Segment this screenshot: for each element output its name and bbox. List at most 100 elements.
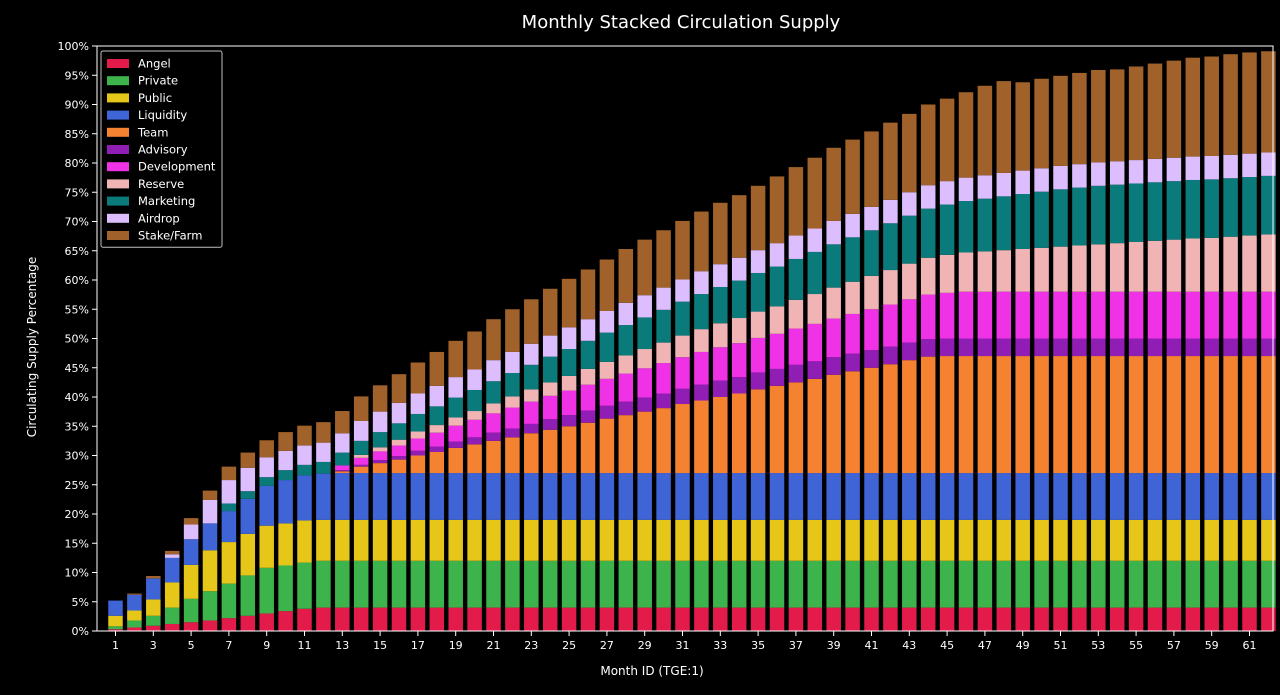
bar-private-month-51 bbox=[1053, 560, 1068, 608]
bar-team-month-13 bbox=[335, 471, 350, 474]
bar-public-month-56 bbox=[1147, 519, 1163, 561]
bar-advisory-month-32 bbox=[694, 384, 709, 401]
bar-team-month-15 bbox=[372, 463, 388, 474]
bar-public-month-43 bbox=[902, 519, 917, 561]
bar-stake-farm-month-60 bbox=[1223, 54, 1238, 155]
bar-reserve-month-26 bbox=[580, 368, 596, 385]
bar-public-month-1 bbox=[108, 615, 123, 627]
bar-advisory-month-25 bbox=[561, 415, 577, 427]
bar-public-month-29 bbox=[637, 519, 652, 561]
bar-team-month-27 bbox=[599, 418, 615, 474]
bar-public-month-16 bbox=[391, 519, 407, 561]
bar-angel-month-2 bbox=[127, 627, 142, 631]
bar-advisory-month-31 bbox=[675, 388, 690, 405]
bar-private-month-35 bbox=[750, 560, 766, 608]
bar-airdrop-month-19 bbox=[448, 377, 463, 398]
legend-label-private: Private bbox=[138, 74, 178, 88]
x-axis: 1 3 5 7 9 11 13 15 17 19 21 23 25 27 29 31 33 35 37 39 41 43 4… bbox=[112, 631, 1257, 652]
bar-reserve-month-52 bbox=[1072, 245, 1087, 292]
bar-angel-month-52 bbox=[1072, 607, 1087, 631]
bar-stake-farm-month-23 bbox=[524, 299, 539, 344]
bar-liquidity-month-25 bbox=[561, 473, 577, 520]
bar-public-month-52 bbox=[1072, 519, 1087, 561]
bar-angel-month-45 bbox=[939, 607, 955, 631]
bar-marketing-month-37 bbox=[788, 258, 804, 300]
bar-marketing-month-32 bbox=[694, 294, 709, 330]
bar-public-month-34 bbox=[731, 519, 747, 561]
x-tick-label: 59 bbox=[1205, 639, 1219, 652]
x-tick-label: 47 bbox=[978, 639, 992, 652]
x-tick-label: 45 bbox=[940, 639, 954, 652]
bar-angel-month-12 bbox=[316, 607, 331, 631]
bar-development-month-26 bbox=[580, 384, 596, 411]
x-tick-label: 5 bbox=[188, 639, 195, 652]
bar-team-month-55 bbox=[1128, 356, 1144, 474]
bar-public-month-33 bbox=[713, 519, 728, 561]
x-tick-label: 57 bbox=[1167, 639, 1181, 652]
bar-public-month-26 bbox=[580, 519, 596, 561]
x-tick-label: 13 bbox=[335, 639, 349, 652]
x-tick-label: 31 bbox=[676, 639, 690, 652]
bar-marketing-month-28 bbox=[618, 325, 634, 356]
bar-liquidity-month-36 bbox=[769, 473, 785, 520]
y-tick-label: 75% bbox=[65, 186, 89, 199]
bar-airdrop-month-40 bbox=[845, 213, 860, 238]
bar-private-month-23 bbox=[524, 560, 539, 608]
bar-development-month-53 bbox=[1091, 291, 1106, 339]
bar-liquidity-month-43 bbox=[902, 473, 917, 520]
bar-private-month-12 bbox=[316, 560, 331, 608]
bar-reserve-month-20 bbox=[467, 411, 482, 420]
bar-stake-farm-month-35 bbox=[750, 185, 766, 251]
bar-development-month-49 bbox=[1015, 291, 1030, 339]
bar-airdrop-month-46 bbox=[958, 177, 974, 202]
bar-development-month-57 bbox=[1166, 291, 1182, 339]
legend-swatch-stake-farm bbox=[107, 231, 129, 240]
bar-angel-month-25 bbox=[561, 607, 577, 631]
bar-advisory-month-16 bbox=[391, 456, 407, 460]
bar-angel-month-61 bbox=[1242, 607, 1257, 631]
bar-liquidity-month-47 bbox=[977, 473, 993, 520]
bar-public-month-32 bbox=[694, 519, 709, 561]
bar-stake-farm-month-4 bbox=[164, 550, 180, 555]
bar-reserve-month-32 bbox=[694, 329, 709, 352]
bar-public-month-61 bbox=[1242, 519, 1257, 561]
bar-airdrop-month-58 bbox=[1185, 156, 1201, 180]
bar-private-month-47 bbox=[977, 560, 993, 608]
bar-airdrop-month-60 bbox=[1223, 154, 1238, 179]
bar-public-month-2 bbox=[127, 610, 142, 621]
y-tick-label: 20% bbox=[65, 508, 89, 521]
bar-angel-month-47 bbox=[977, 607, 993, 631]
bar-advisory-month-56 bbox=[1147, 338, 1163, 357]
bar-public-month-46 bbox=[958, 519, 974, 561]
bar-advisory-month-40 bbox=[845, 353, 860, 372]
bar-marketing-month-19 bbox=[448, 397, 463, 418]
bar-development-month-42 bbox=[883, 304, 898, 347]
bar-stake-farm-month-26 bbox=[580, 269, 596, 320]
bar-stake-farm-month-33 bbox=[713, 202, 728, 265]
bar-public-month-19 bbox=[448, 519, 463, 561]
bar-public-month-50 bbox=[1034, 519, 1049, 561]
bar-airdrop-month-26 bbox=[580, 319, 596, 341]
bar-reserve-month-38 bbox=[807, 294, 823, 324]
bar-advisory-month-14 bbox=[353, 464, 369, 467]
bar-angel-month-17 bbox=[410, 607, 426, 631]
bar-stake-farm-month-15 bbox=[372, 385, 388, 412]
bar-reserve-month-25 bbox=[561, 375, 577, 391]
bar-airdrop-month-21 bbox=[486, 360, 501, 382]
bar-liquidity-month-62 bbox=[1261, 473, 1276, 520]
bar-advisory-month-57 bbox=[1166, 338, 1182, 357]
bar-private-month-3 bbox=[146, 615, 161, 626]
bar-liquidity-month-57 bbox=[1166, 473, 1182, 520]
bar-liquidity-month-2 bbox=[127, 594, 142, 611]
bar-liquidity-month-42 bbox=[883, 473, 898, 520]
y-tick-label: 45% bbox=[65, 362, 89, 375]
bar-marketing-month-25 bbox=[561, 349, 577, 376]
bar-advisory-month-52 bbox=[1072, 338, 1087, 357]
bar-reserve-month-37 bbox=[788, 299, 804, 329]
bar-development-month-51 bbox=[1053, 291, 1068, 339]
bar-advisory-month-50 bbox=[1034, 338, 1049, 357]
bar-reserve-month-24 bbox=[542, 382, 558, 396]
bar-marketing-month-48 bbox=[996, 196, 1012, 251]
bar-private-month-19 bbox=[448, 560, 463, 608]
